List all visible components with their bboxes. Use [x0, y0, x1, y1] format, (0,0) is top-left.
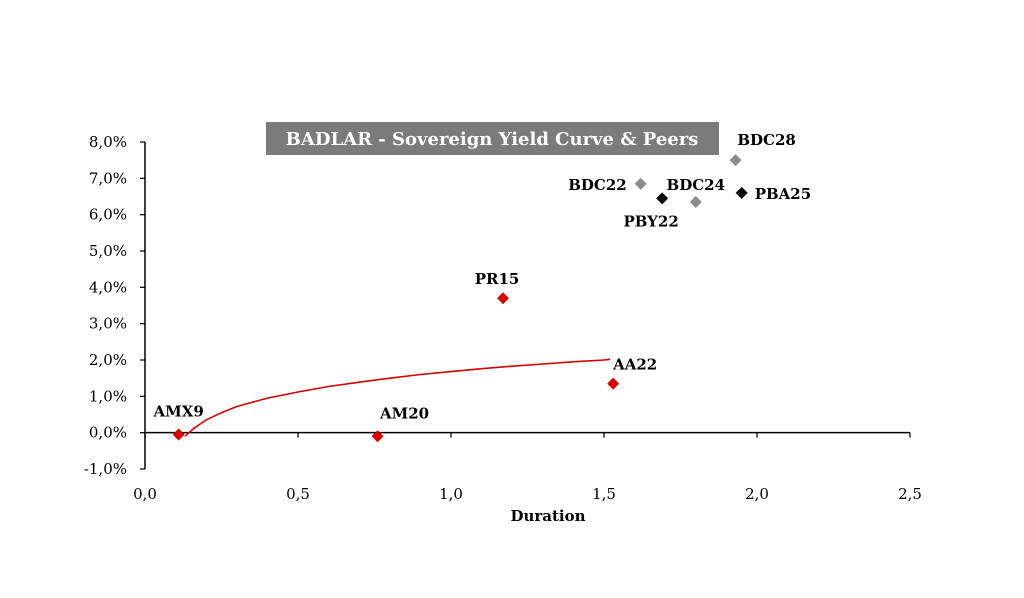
- point-label-pby22: PBY22: [623, 212, 678, 230]
- y-tick-label: 5,0%: [89, 242, 127, 260]
- chart-title-box: BADLAR - Sovereign Yield Curve & Peers: [266, 122, 719, 155]
- y-tick-label: 0,0%: [89, 424, 127, 442]
- data-point-pby22: [656, 192, 669, 205]
- point-label-bdc28: BDC28: [737, 131, 796, 149]
- x-tick-label: 1,0: [439, 485, 463, 503]
- data-point-bdc24: [689, 195, 702, 208]
- y-tick-label: -1,0%: [84, 460, 127, 478]
- y-tick-label: 4,0%: [89, 278, 127, 296]
- y-axis-ticks: -1,0% 0,0% 1,0% 2,0% 3,0% 4,0% 5,0% 6,0% 7,0% 8,0…: [84, 133, 145, 478]
- point-label-bdc24: BDC24: [667, 176, 726, 194]
- y-tick-label: 8,0%: [89, 133, 127, 151]
- data-point-amx9: [172, 428, 185, 441]
- plot-area: -1,0% 0,0% 1,0% 2,0% 3,0% 4,0% 5,0% 6,0% 7,0% 8,0…: [84, 131, 922, 503]
- chart-title: BADLAR - Sovereign Yield Curve & Peers: [286, 129, 699, 150]
- x-axis-ticks: 0,0 0,5 1,0 1,5 2,0 2,5: [133, 432, 922, 503]
- y-tick-label: 6,0%: [89, 206, 127, 224]
- x-tick-label: 0,0: [133, 485, 157, 503]
- x-tick-label: 1,5: [592, 485, 616, 503]
- point-label-pba25: PBA25: [755, 185, 811, 203]
- y-tick-label: 2,0%: [89, 351, 127, 369]
- data-points: [172, 154, 748, 443]
- data-point-am20: [371, 430, 384, 443]
- y-tick-label: 3,0%: [89, 315, 127, 333]
- point-label-aa22: AA22: [612, 356, 657, 374]
- y-tick-label: 7,0%: [89, 169, 127, 187]
- point-label-pr15: PR15: [475, 270, 520, 288]
- point-labels: AMX9 AM20 PR15 AA22 BDC22 PBY22 BDC24 BDC28 PBA2…: [152, 131, 811, 422]
- chart-title-background: [266, 122, 719, 155]
- x-axis-title: Duration: [510, 507, 585, 525]
- data-point-aa22: [607, 377, 620, 390]
- x-tick-label: 2,0: [745, 485, 769, 503]
- y-tick-label: 1,0%: [89, 387, 127, 405]
- data-point-pba25: [735, 186, 748, 199]
- x-tick-label: 0,5: [286, 485, 310, 503]
- point-label-am20: AM20: [379, 404, 429, 422]
- x-tick-label: 2,5: [898, 485, 922, 503]
- yield-curve-line: [184, 358, 611, 437]
- data-point-bdc22: [634, 177, 647, 190]
- point-label-amx9: AMX9: [152, 402, 203, 420]
- data-point-bdc28: [729, 154, 742, 167]
- data-point-pr15: [497, 292, 510, 305]
- point-label-bdc22: BDC22: [568, 176, 627, 194]
